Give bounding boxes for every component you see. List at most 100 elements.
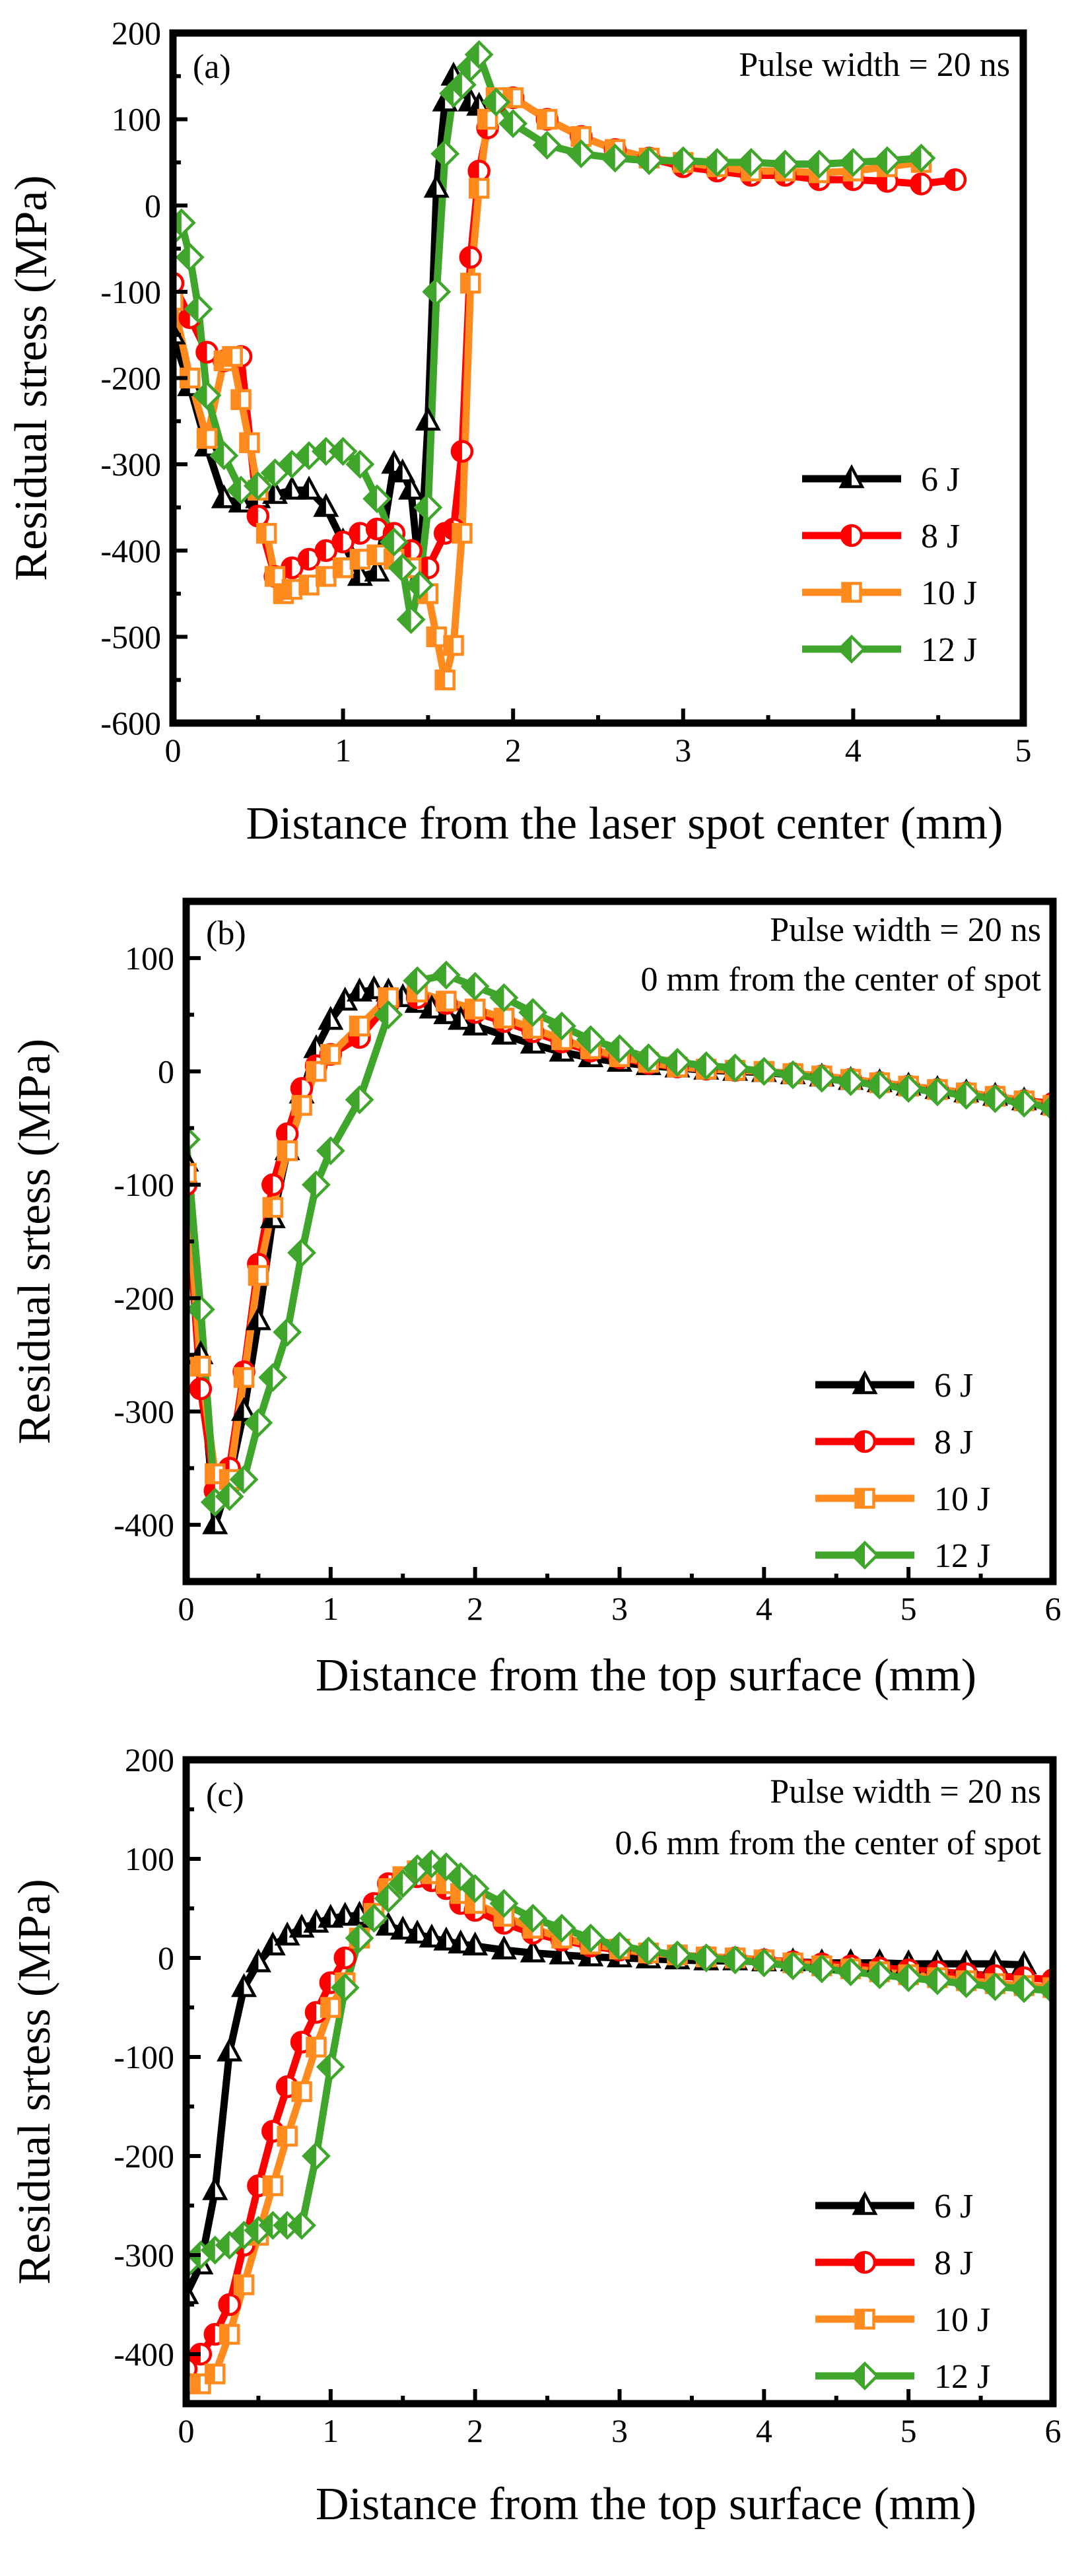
panel-b-legend-label-10-j: 10 J <box>934 1480 990 1518</box>
panel-b-series-12-j-point <box>951 1080 981 1110</box>
panel-b-axes-frame <box>182 897 1057 1585</box>
panel-b-series-12-j-point <box>663 1047 692 1077</box>
panel-b-series-10-j-point <box>262 1197 284 1218</box>
panel-a-legend-marker-8-j <box>840 524 864 547</box>
panel-b-y-axis-title: Residual srtess (MPa) <box>9 1039 60 1444</box>
panel-a-series-8-j-point <box>459 246 483 269</box>
panel-b-series-6-j-point <box>202 1510 228 1535</box>
panel-c-series-12-j-point <box>865 1960 895 1990</box>
panel-a-y-tick-label: -500 <box>100 618 161 655</box>
panel-a-axes-frame <box>169 29 1027 727</box>
panel-a-legend-marker-10-j <box>841 582 862 603</box>
panel-a-series-10-j-point <box>434 669 456 691</box>
panel-c-x-tick-label: 2 <box>467 2412 483 2449</box>
panel-a-series-6-j-point <box>415 406 441 431</box>
panel-a-series-12-j-point <box>804 149 834 179</box>
panel-a-series-8-j-point <box>450 440 474 463</box>
panel-c-legend-label-6-j: 6 J <box>934 2188 973 2225</box>
panel-b-series-10-j-point <box>306 1061 327 1082</box>
panel-b-series-12-j-point <box>460 971 490 1001</box>
panel-c-series-12-j-point <box>634 1936 663 1966</box>
panel-b-series-6-j-point <box>231 1397 257 1421</box>
panel-c-x-axis-title: Distance from the top surface (mm) <box>316 2479 976 2530</box>
panel-a-series-12-j-point <box>379 527 409 557</box>
panel-a-series-10-j-point <box>460 273 481 294</box>
panel-c-series-12-j-point <box>923 1966 952 1996</box>
panel-c-series-12-j-point <box>720 1945 750 1974</box>
panel-c-series-12-j-point <box>836 1957 865 1986</box>
panel-b-legend: 6 J 8 J 10 J 12 J <box>815 1367 990 1575</box>
panel-b-series-12-j-point <box>778 1060 808 1090</box>
panel-a-series-10-j-point <box>452 522 473 544</box>
panel-b-y-tick-label: -300 <box>114 1393 174 1430</box>
panel-a-series-12-j-point <box>498 109 528 139</box>
panel-c-series-6-j-point <box>433 1926 459 1951</box>
panel-b-series-12-j-point <box>403 966 432 996</box>
panel-a-series-12-j-point <box>184 295 213 324</box>
panel-a-series-8-j-point <box>943 168 967 191</box>
panel-b-series-10-j-point <box>248 1265 269 1286</box>
panel-b-series-10-j-point <box>277 1140 298 1162</box>
panel-b-y-tick-label: 0 <box>158 1053 174 1090</box>
panel-c-series-12-j-point <box>894 1963 924 1992</box>
panel-c-x-tick-label: 4 <box>756 2412 772 2449</box>
panel-a-legend-marker-6-j <box>838 464 865 489</box>
panel-c-series-8-j-point <box>333 1946 356 1970</box>
panel-b-y-tick-label: -400 <box>114 1506 174 1543</box>
panel-c-series-12-j-point <box>1009 1974 1039 2003</box>
panel-c-series-12-j-point <box>388 1869 418 1898</box>
panel-c-annotation: 0.6 mm from the center of spot <box>615 1825 1041 1862</box>
panel-c-series-6-j-point <box>231 1973 257 1998</box>
panel-a-series-10-j-point <box>536 108 558 130</box>
panel-a-series-12-j-point <box>362 484 392 514</box>
panel-b: 0 1 2 3 4 5 6 100 0 -100 -200 -300 -400 Distance from… <box>9 897 1062 1701</box>
panel-b-series-10-j-point <box>320 1044 341 1065</box>
panel-c-x-tick-label: 0 <box>178 2412 195 2449</box>
panel-a-series-10-j-point <box>468 178 490 199</box>
panel-b-series-12-j-point <box>345 1085 374 1115</box>
panel-b-annotation: 0 mm from the center of spot <box>640 961 1041 998</box>
panel-c-y-axis-title: Residual srtess (MPa) <box>9 1879 60 2284</box>
panel-a-series-10-j-point <box>239 432 260 454</box>
panel-c: 0 1 2 3 4 5 6 200 100 0 -100 -200 -300 -400 Distance f… <box>9 1741 1062 2530</box>
panel-c-y-tick-label: -300 <box>114 2237 174 2274</box>
panel-c-series-12-j-point <box>518 1904 548 1933</box>
panel-b-x-tick-label: 2 <box>467 1590 483 1627</box>
panel-b-series-12-j-point <box>229 1465 259 1494</box>
panel-b-series-6-j-point <box>245 1306 271 1331</box>
panel-c-series-12-j-point <box>605 1932 634 1961</box>
panel-b-legend-marker-12-j <box>850 1541 879 1570</box>
panel-b-series-12-j-point <box>316 1136 345 1166</box>
panel-b-x-axis-title: Distance from the top surface (mm) <box>316 1650 976 1701</box>
panel-c-series-6-j-point <box>520 1938 546 1963</box>
panel-b-series-12-j-point <box>691 1051 721 1080</box>
panel-a-series-12-j-point <box>702 148 732 177</box>
panel-b-legend-marker-8-j <box>853 1430 877 1453</box>
panel-c-legend-label-10-j: 10 J <box>934 2301 990 2339</box>
panel-a-series-6-j-point <box>211 484 237 508</box>
panel-a-series-12-j-point <box>668 146 698 176</box>
panel-a-y-tick-label: 100 <box>112 101 161 138</box>
panel-b-series-12-j-point <box>287 1238 316 1268</box>
panel-b-series-8-j-point <box>261 1173 285 1197</box>
panel-a-series-12-j-point <box>634 146 664 176</box>
panel-a-series-12-j-point <box>838 148 868 177</box>
panel-b-legend-label-6-j: 6 J <box>934 1367 973 1405</box>
panel-c-series-10-j-point <box>291 2081 312 2103</box>
panel-c-series-10-j-point <box>306 2036 327 2058</box>
panel-c-series-12-j-point <box>663 1940 692 1970</box>
panel-a-series-10-j-point <box>255 522 277 544</box>
panel-a-panel-label: (a) <box>193 48 231 86</box>
panel-c-series-6-j-point <box>448 1930 474 1954</box>
panel-a-x-axis-title: Distance from the laser spot center (mm) <box>246 798 1003 849</box>
panel-a-x-tick-label: 1 <box>335 732 351 769</box>
panel-c-y-tick-label: 100 <box>125 1840 174 1877</box>
panel-b-series-10-j-point <box>349 1016 370 1037</box>
panel-b-x-tick-label: 1 <box>322 1590 339 1627</box>
panel-a-x-tick-label: 2 <box>505 732 522 769</box>
panel-c-legend: 6 J 8 J 10 J 12 J <box>815 2188 990 2396</box>
panel-a-y-tick-label: -300 <box>100 446 161 483</box>
panel-c-series-10-j-point <box>233 2274 255 2295</box>
panel-c-series-10-j-point <box>219 2324 240 2345</box>
panel-a-series-12-j-point <box>906 143 936 173</box>
